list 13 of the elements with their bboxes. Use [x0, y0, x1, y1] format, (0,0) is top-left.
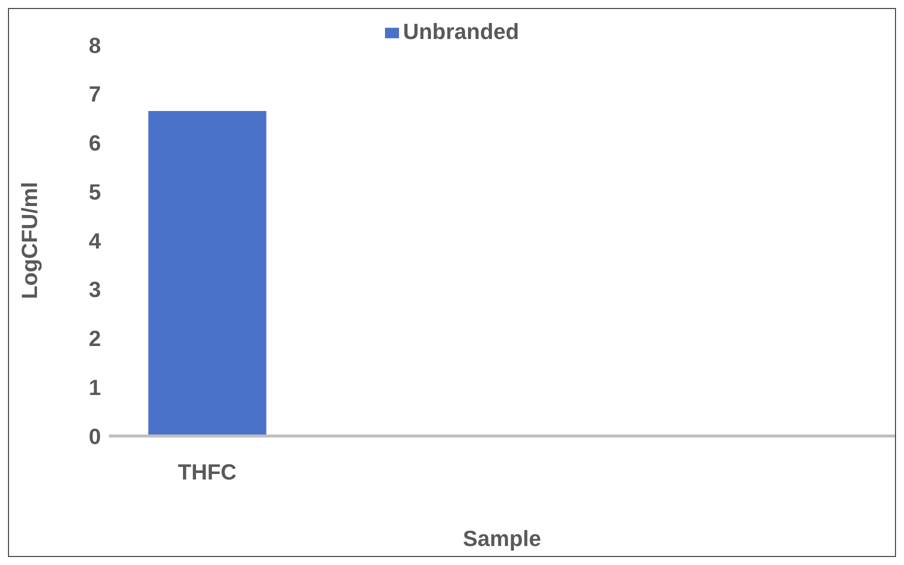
- y-axis-title: LogCFU/ml: [16, 182, 42, 300]
- y-tick-label: 3: [88, 277, 101, 302]
- legend-label: Unbranded: [402, 19, 520, 44]
- x-axis-title: Sample: [462, 526, 542, 551]
- y-tick-label: 5: [88, 179, 101, 204]
- y-tick-label: 8: [88, 32, 101, 58]
- y-tick-label: 6: [88, 130, 101, 156]
- y-tick-label: 2: [88, 326, 101, 352]
- y-tick-label: 0: [88, 424, 101, 449]
- y-tick-label: 1: [88, 374, 101, 400]
- y-tick-label: 7: [88, 82, 101, 107]
- y-tick-label: 4: [88, 228, 102, 254]
- x-tick-label: THFC: [178, 460, 237, 485]
